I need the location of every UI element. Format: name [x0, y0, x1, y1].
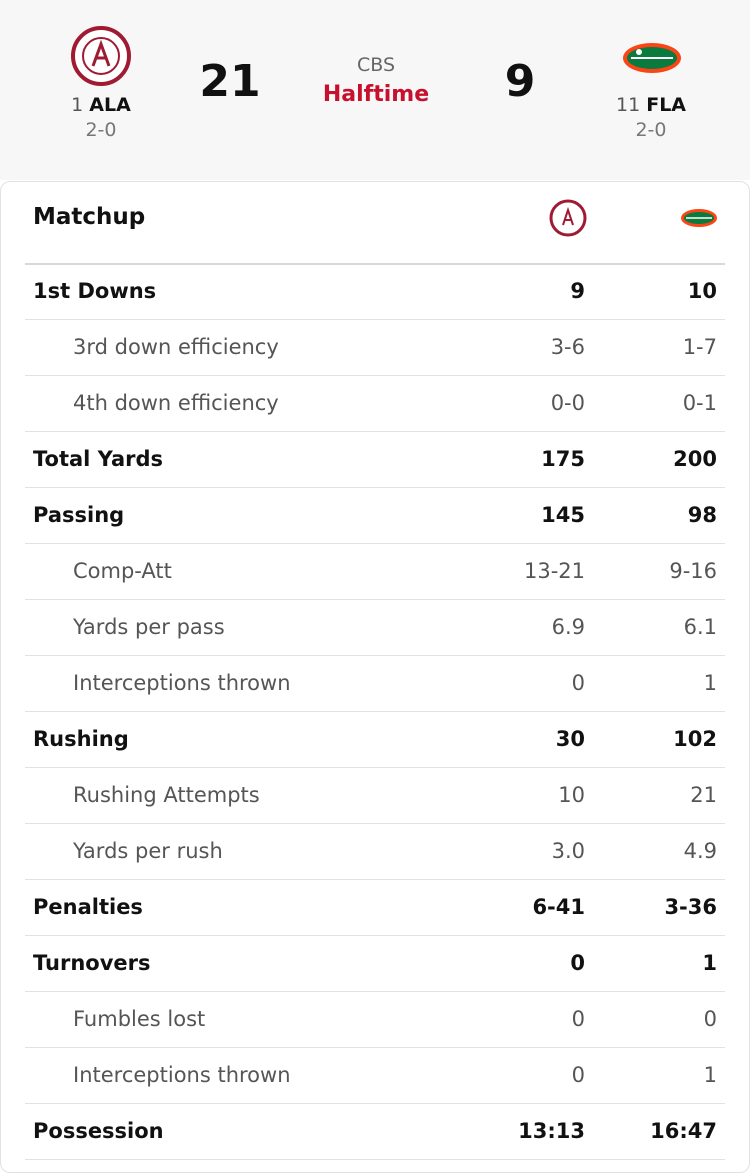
- home-value: 0: [571, 671, 585, 695]
- stat-row: Turnovers 0 1: [25, 936, 725, 992]
- matchup-card: Matchup: [0, 181, 750, 1173]
- stat-label: 3rd down efficiency: [73, 335, 279, 359]
- home-value: 3-6: [550, 335, 585, 359]
- home-abbr: ALA: [89, 94, 131, 116]
- home-value: 175: [541, 447, 585, 471]
- away-rank: 11: [615, 94, 641, 116]
- home-rank: 1: [71, 94, 84, 116]
- stat-label: Fumbles lost: [73, 1007, 206, 1031]
- home-value: 0: [570, 951, 585, 975]
- away-record: 2-0: [635, 119, 667, 141]
- home-team: 1 ALA: [21, 94, 181, 116]
- away-value: 6.1: [683, 615, 717, 639]
- stat-row: Rushing 30 102: [25, 712, 725, 768]
- stat-row: Possession 13:13 16:47: [25, 1104, 725, 1160]
- away-abbr: FLA: [646, 94, 687, 116]
- stat-detail-row: Yards per rush 3.0 4.9: [25, 824, 725, 880]
- home-value: 3.0: [551, 839, 585, 863]
- away-value: 0-1: [682, 391, 717, 415]
- stat-row: Total Yards 175 200: [25, 432, 725, 488]
- home-value: 30: [555, 727, 585, 751]
- stat-label: Passing: [33, 503, 125, 527]
- stat-detail-row: 3rd down efficiency 3-6 1-7: [25, 320, 725, 376]
- game-header: 1 ALA 2-0 21 CBS Halftime 9 11 FLA 2-0: [0, 0, 750, 180]
- away-value: 21: [690, 783, 717, 807]
- stat-label: Rushing: [33, 727, 129, 751]
- stat-detail-row: Interceptions thrown 0 1: [25, 656, 725, 712]
- stat-detail-row: Comp-Att 13-21 9-16: [25, 544, 725, 600]
- stat-detail-row: Interceptions thrown 0 1: [25, 1048, 725, 1104]
- away-value: 1: [702, 951, 717, 975]
- away-value: 1: [703, 1063, 717, 1087]
- away-score: 9: [504, 56, 536, 107]
- away-value: 10: [687, 279, 717, 303]
- away-value: 200: [673, 447, 717, 471]
- away-value: 0: [703, 1007, 717, 1031]
- home-value: 10: [558, 783, 585, 807]
- home-record: 2-0: [85, 119, 117, 141]
- stat-row: Passing 145 98: [25, 488, 725, 544]
- stat-detail-row: Rushing Attempts 10 21: [25, 768, 725, 824]
- away-value: 4.9: [683, 839, 717, 863]
- stat-label: Total Yards: [33, 447, 164, 471]
- stat-label: 1st Downs: [33, 279, 157, 303]
- away-team: 11 FLA: [571, 94, 731, 116]
- stat-detail-row: Yards per pass 6.9 6.1: [25, 600, 725, 656]
- home-value: 145: [541, 503, 585, 527]
- away-logo: [623, 43, 681, 73]
- header-divider: [25, 263, 725, 265]
- stat-label: Penalties: [33, 895, 143, 919]
- home-score: 21: [199, 56, 261, 107]
- home-logo: [71, 26, 131, 86]
- away-value: 102: [673, 727, 717, 751]
- stat-detail-row: 4th down efficiency 0-0 0-1: [25, 376, 725, 432]
- home-value: 13:13: [518, 1119, 585, 1143]
- stat-label: Rushing Attempts: [73, 783, 260, 807]
- stat-label: Yards per rush: [73, 839, 223, 863]
- stat-label: Turnovers: [33, 951, 151, 975]
- home-value: 0: [571, 1063, 585, 1087]
- away-value: 16:47: [650, 1119, 717, 1143]
- away-value: 1-7: [682, 335, 717, 359]
- stat-label: Possession: [33, 1119, 164, 1143]
- stat-row: 1st Downs 9 10: [25, 264, 725, 320]
- away-value: 98: [687, 503, 717, 527]
- away-value: 1: [703, 671, 717, 695]
- home-value: 9: [570, 279, 585, 303]
- away-value: 3-36: [664, 895, 717, 919]
- away-logo-small: [681, 209, 717, 227]
- stat-label: Interceptions thrown: [73, 671, 291, 695]
- stat-detail-row: Fumbles lost 0 0: [25, 992, 725, 1048]
- home-logo-small: [549, 199, 587, 237]
- network: CBS: [356, 54, 396, 76]
- stat-label: 4th down efficiency: [73, 391, 279, 415]
- home-value: 6-41: [532, 895, 585, 919]
- home-value: 0: [571, 1007, 585, 1031]
- matchup-title: Matchup: [33, 204, 146, 230]
- game-status: Halftime: [322, 82, 430, 107]
- home-value: 0-0: [550, 391, 585, 415]
- home-value: 6.9: [551, 615, 585, 639]
- away-value: 9-16: [669, 559, 717, 583]
- stat-row: Penalties 6-41 3-36: [25, 880, 725, 936]
- home-value: 13-21: [523, 559, 585, 583]
- stat-label: Comp-Att: [73, 559, 172, 583]
- stat-label: Yards per pass: [73, 615, 225, 639]
- stat-label: Interceptions thrown: [73, 1063, 291, 1087]
